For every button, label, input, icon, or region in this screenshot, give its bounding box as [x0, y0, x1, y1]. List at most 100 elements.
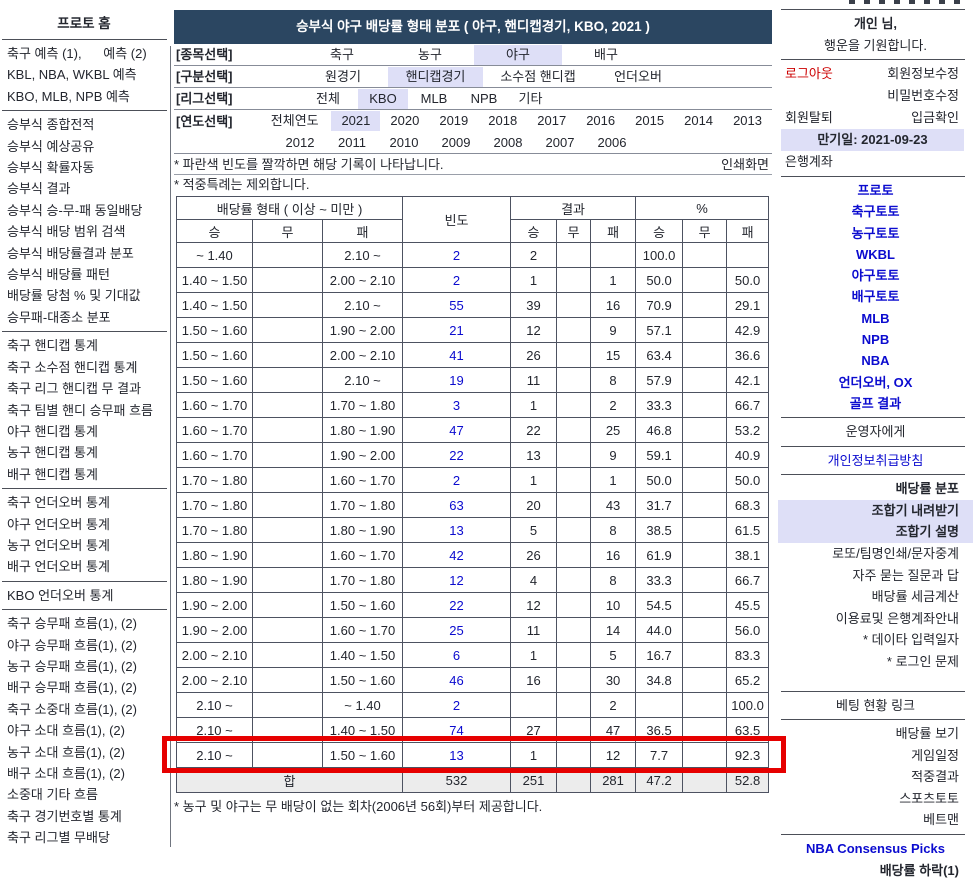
print-view-link[interactable]: 인쇄화면: [721, 157, 769, 172]
left-nav-link[interactable]: 배구 소대 흐름(1), (2): [7, 766, 125, 781]
toto-link[interactable]: MLB: [861, 310, 890, 326]
left-nav-link[interactable]: 야구 승무패 흐름(1), (2): [7, 637, 137, 653]
tool-link[interactable]: 이용료및 은행계좌안내: [835, 610, 959, 626]
toto-link[interactable]: 언더오버, OX: [838, 374, 913, 390]
filter-option[interactable]: MLB: [420, 90, 448, 106]
filter-option[interactable]: 2012: [285, 134, 315, 150]
betting-link[interactable]: 적중결과: [911, 769, 959, 785]
toto-link[interactable]: 골프 결과: [849, 395, 902, 411]
filter-option[interactable]: 2021: [331, 111, 381, 131]
frequency-link[interactable]: 47: [402, 417, 512, 443]
frequency-link[interactable]: 21: [402, 317, 512, 343]
deposit-check-link[interactable]: 입금확인: [911, 110, 959, 125]
filter-option[interactable]: 2008: [493, 134, 523, 150]
filter-option[interactable]: 농구: [418, 46, 442, 62]
left-nav-link[interactable]: 축구 팀별 핸디 승무패 흐름: [7, 402, 154, 418]
filter-option[interactable]: 원경기: [325, 68, 361, 84]
filter-option[interactable]: 기타: [518, 90, 543, 106]
left-nav-link[interactable]: 배구 핸디캡 통계: [7, 466, 98, 482]
left-nav-link[interactable]: 농구 소대 흐름(1), (2): [7, 744, 125, 760]
bank-account-link[interactable]: 은행계좌: [785, 154, 833, 169]
filter-option[interactable]: 2010: [389, 134, 419, 150]
left-nav-link[interactable]: 배구 승무패 흐름(1), (2): [7, 680, 137, 696]
tool-link[interactable]: 배당률 분포: [895, 481, 959, 497]
left-nav-link[interactable]: 축구 예측 (1), 예측 (2): [7, 46, 147, 61]
left-nav-link[interactable]: 축구 경기번호별 통계: [7, 808, 122, 824]
betting-link[interactable]: 스포츠토토: [899, 790, 959, 806]
tool-link[interactable]: 자주 묻는 질문과 답: [852, 567, 959, 583]
frequency-link[interactable]: 22: [402, 442, 512, 468]
left-nav-link[interactable]: 농구 핸디캡 통계: [7, 445, 98, 461]
filter-option[interactable]: 2006: [597, 134, 627, 150]
left-nav-link[interactable]: 배당률 당첨 % 및 기대값: [7, 288, 141, 304]
left-nav-link[interactable]: 축구 소중대 흐름(1), (2): [7, 701, 137, 717]
filter-option[interactable]: 전체: [316, 90, 340, 106]
left-nav-link[interactable]: 야구 언더오버 통계: [7, 516, 110, 532]
left-nav-link[interactable]: 승부식 예상공유: [7, 138, 95, 154]
frequency-link[interactable]: 13: [402, 517, 512, 543]
frequency-link[interactable]: 41: [402, 342, 512, 368]
tool-link[interactable]: 조합기 내려받기: [778, 499, 973, 522]
left-nav-link[interactable]: 소중대 기타 흐름: [7, 787, 98, 803]
nba-consensus-picks-link[interactable]: NBA Consensus Picks: [806, 841, 945, 857]
frequency-link[interactable]: 2: [402, 467, 512, 493]
odds-drop-link[interactable]: 배당률 하락(1): [879, 862, 959, 878]
left-nav-link[interactable]: 승부식 배당률 패턴: [7, 267, 110, 283]
toto-link[interactable]: 농구토토: [851, 225, 900, 241]
left-nav-link[interactable]: 승부식 배당률결과 분포: [7, 245, 134, 261]
filter-option[interactable]: 축구: [330, 46, 354, 62]
toto-link[interactable]: 야구토토: [851, 268, 900, 284]
tool-link[interactable]: * 데이타 입력일자: [862, 632, 959, 648]
frequency-link[interactable]: 13: [402, 742, 512, 768]
left-nav-link[interactable]: KBL, NBA, WKBL 예측: [7, 67, 137, 83]
toto-link[interactable]: WKBL: [856, 246, 895, 262]
frequency-link[interactable]: 46: [402, 667, 512, 693]
betting-link[interactable]: 베트맨: [923, 812, 959, 828]
frequency-link[interactable]: 42: [402, 542, 512, 568]
tool-link[interactable]: 조합기 설명: [778, 521, 973, 544]
to-admin-link[interactable]: 운영자에게: [845, 424, 906, 440]
frequency-link[interactable]: 2: [402, 242, 512, 268]
left-nav-link[interactable]: 축구 핸디캡 통계: [7, 338, 98, 354]
filter-option[interactable]: 2013: [733, 113, 762, 128]
filter-option[interactable]: 2007: [545, 134, 575, 150]
left-nav-link[interactable]: 농구 승무패 흐름(1), (2): [7, 658, 137, 674]
toto-link[interactable]: NPB: [861, 332, 890, 348]
left-nav-link[interactable]: 축구 소수점 핸디캡 통계: [7, 359, 138, 375]
left-nav-link[interactable]: 배구 언더오버 통계: [7, 559, 110, 575]
filter-option[interactable]: 전체연도: [270, 113, 319, 128]
frequency-link[interactable]: 6: [402, 642, 512, 668]
left-nav-link[interactable]: 농구 언더오버 통계: [7, 537, 110, 553]
filter-option[interactable]: 소수점 핸디캡: [500, 68, 576, 84]
proto-home-link[interactable]: 프로토 홈: [57, 16, 111, 31]
left-nav-link[interactable]: 축구 언더오버 통계: [7, 495, 110, 511]
left-nav-link[interactable]: 축구 리그별 무배당: [7, 830, 110, 846]
toto-link[interactable]: 프로토: [857, 183, 894, 198]
withdraw-membership-link[interactable]: 회원탈퇴: [785, 110, 833, 125]
left-nav-link[interactable]: 축구 승무패 흐름(1), (2): [7, 616, 137, 632]
left-nav-link[interactable]: KBO, MLB, NPB 예측: [7, 88, 130, 104]
filter-option[interactable]: 야구: [474, 44, 562, 65]
frequency-link[interactable]: 63: [402, 492, 512, 518]
frequency-link[interactable]: 22: [402, 592, 512, 618]
frequency-link[interactable]: 2: [402, 692, 512, 718]
filter-option[interactable]: 2017: [537, 113, 567, 128]
betting-link[interactable]: 배당률 보기: [895, 726, 959, 742]
left-nav-link[interactable]: 승무패-대종소 분포: [7, 309, 111, 325]
filter-option[interactable]: 2020: [390, 113, 420, 128]
tool-link[interactable]: 로또/팀명인쇄/문자중계: [832, 546, 959, 562]
filter-option[interactable]: NPB: [470, 90, 498, 106]
left-nav-link[interactable]: 승부식 배당 범위 검색: [7, 224, 126, 240]
left-nav-link[interactable]: 축구 리그 핸디캡 무 결과: [7, 381, 142, 397]
left-nav-link[interactable]: 승부식 결과: [7, 181, 71, 197]
filter-option[interactable]: 2019: [439, 113, 469, 128]
edit-password-link[interactable]: 비밀번호수정: [887, 88, 959, 103]
left-nav-link[interactable]: 승부식 확률자동: [7, 160, 95, 176]
left-nav-link[interactable]: 승부식 승-무-패 동일배당: [7, 202, 143, 218]
filter-option[interactable]: 2018: [488, 113, 518, 128]
frequency-link[interactable]: 74: [402, 717, 512, 743]
frequency-link[interactable]: 3: [402, 392, 512, 418]
left-nav-link[interactable]: 승부식 종합전적: [7, 117, 95, 133]
frequency-link[interactable]: 2: [402, 267, 512, 293]
toto-link[interactable]: NBA: [861, 353, 890, 369]
